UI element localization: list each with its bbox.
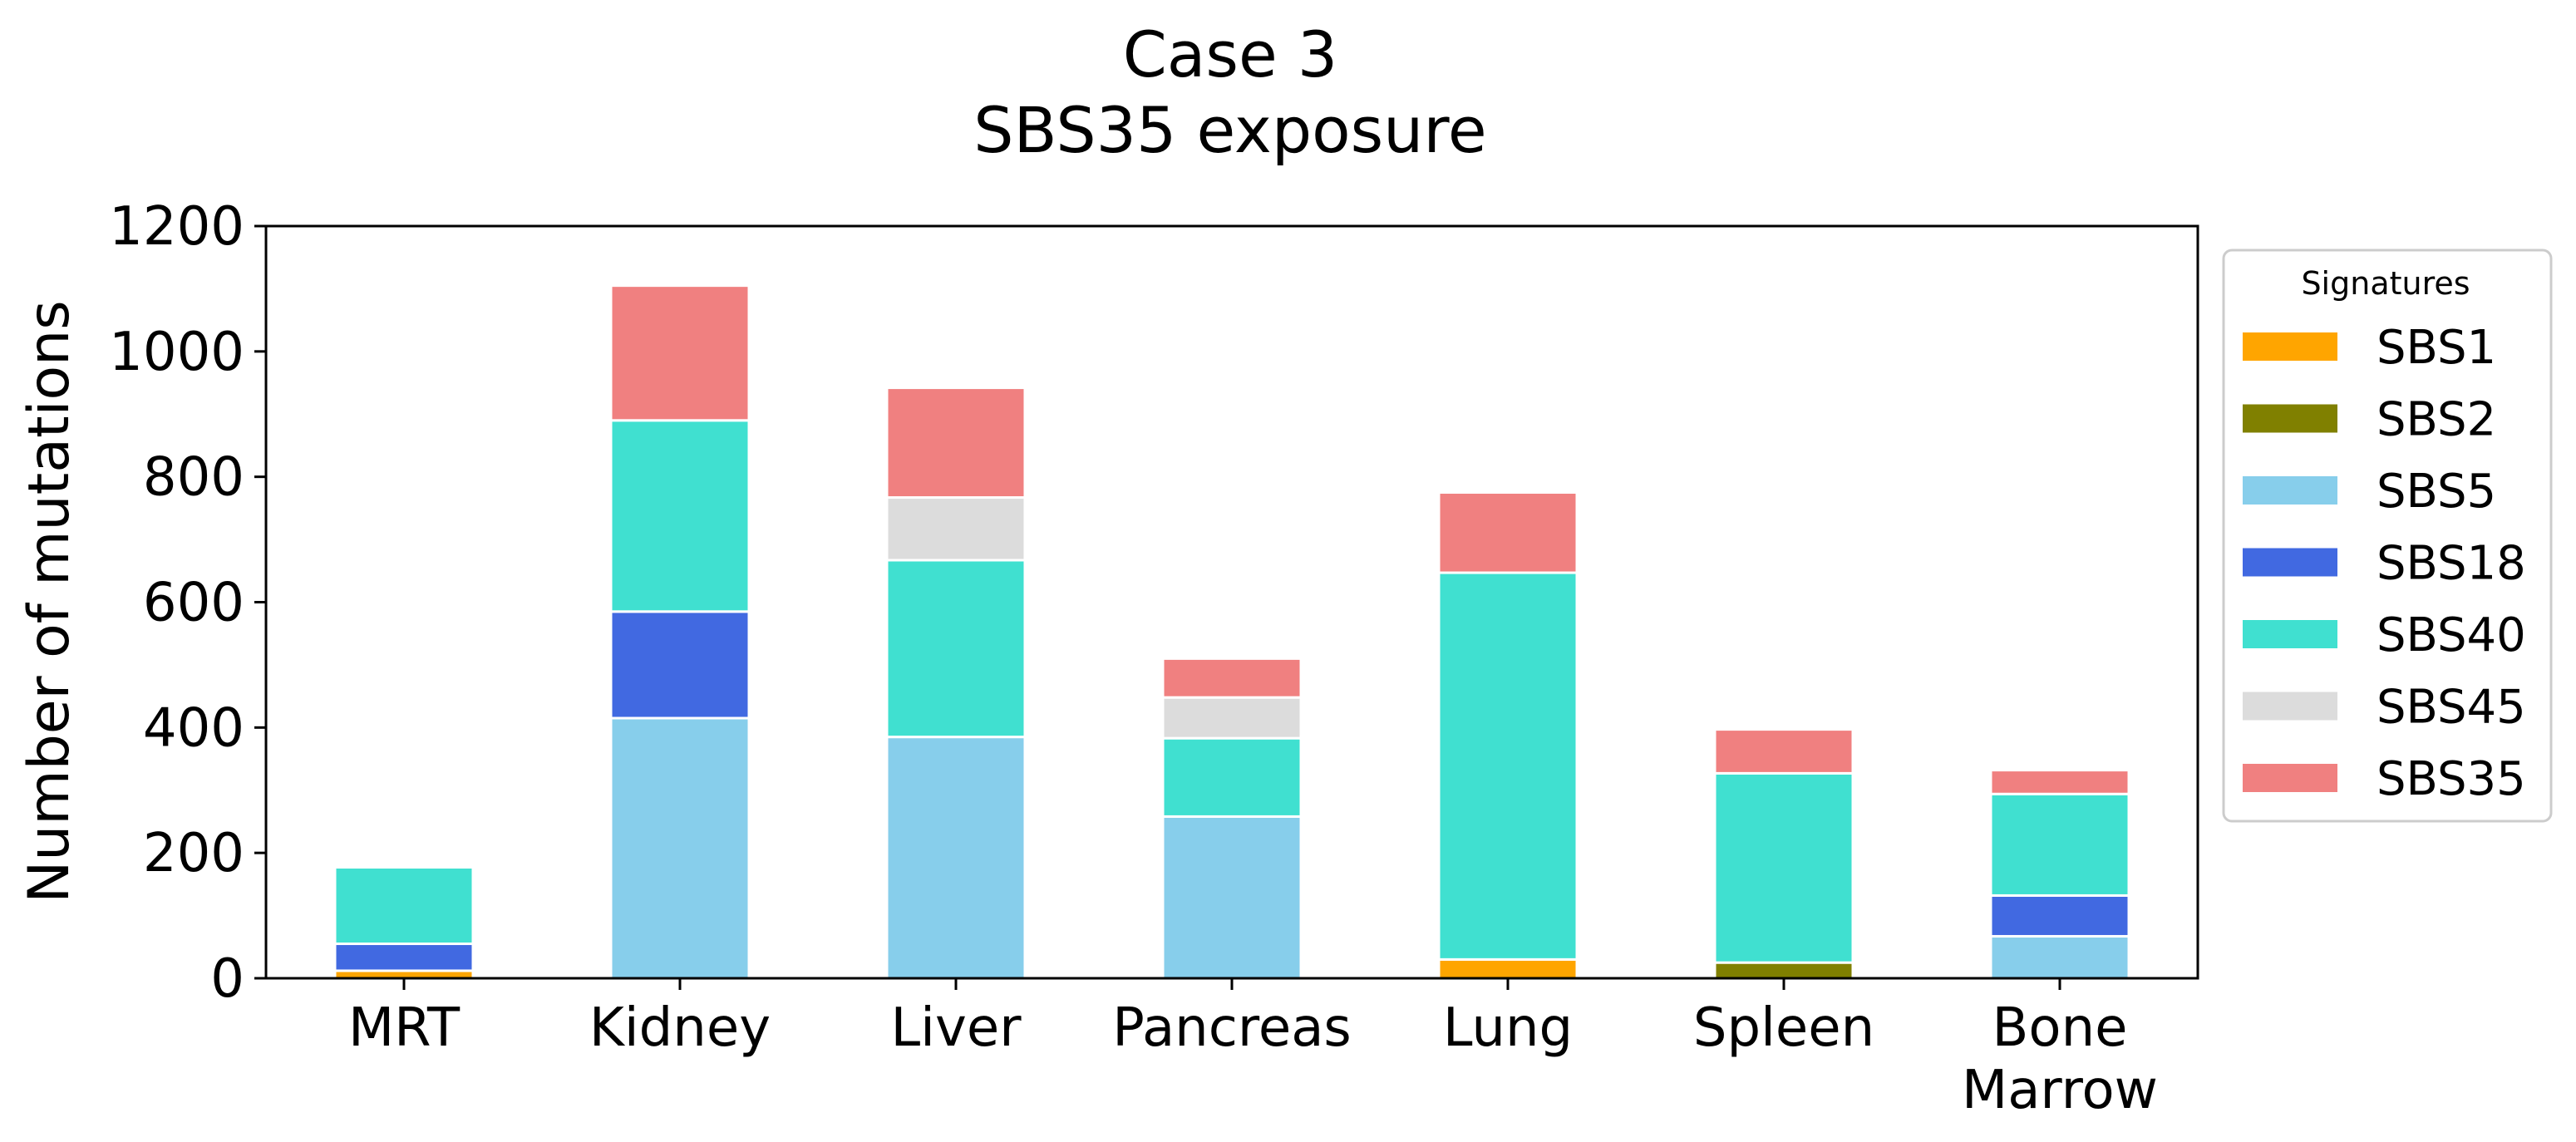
y-tick-label: 1000 [109, 322, 244, 383]
bar-segment-sbs18-kidney [609, 610, 751, 720]
x-tick-label: Spleen [1693, 997, 1874, 1059]
bar-segment-sbs40-lung [1437, 571, 1579, 961]
bar-segment-sbs1-lung [1437, 957, 1579, 980]
bar-segment-sbs45-pancreas [1161, 696, 1303, 740]
legend-swatch-sbs5 [2243, 476, 2337, 505]
bar-segment-sbs35-lung [1437, 491, 1579, 574]
x-tick-label: Liver [891, 997, 1022, 1059]
bar-segment-sbs18-mrt [333, 943, 475, 972]
x-tick-label: Bone [1992, 997, 2128, 1059]
chart-title: Case 3 SBS35 exposure [973, 17, 1486, 167]
x-tick-label: Pancreas [1112, 997, 1352, 1059]
bar-segment-sbs35-liver [885, 386, 1027, 500]
legend-label-sbs18: SBS18 [2377, 537, 2526, 591]
bar-segment-sbs35-pancreas [1161, 657, 1303, 699]
bar-segment-sbs45-liver [885, 496, 1027, 562]
bar-segment-sbs5-kidney [609, 716, 751, 980]
y-tick-label: 600 [143, 573, 244, 634]
legend-items: SBS1 SBS2 SBS5 SBS18 SBS40 SBS45 SBS35 [2243, 321, 2526, 806]
x-tick-label: Lung [1443, 997, 1573, 1059]
bar-segment-sbs40-liver [885, 559, 1027, 739]
y-tick-label: 400 [143, 697, 244, 759]
legend-label-sbs5: SBS5 [2377, 465, 2496, 519]
bar-segment-sbs40-kidney [609, 419, 751, 613]
bar-segment-sbs5-bone-marrow [1989, 934, 2130, 980]
legend: Signatures SBS1SBS2SBS5SBS18SBS40SBS45SB… [2222, 249, 2553, 823]
x-tick-label: Marrow [1962, 1060, 2158, 1121]
bar-segment-sbs18-bone-marrow [1989, 893, 2130, 938]
bars-layer [333, 284, 2130, 980]
legend-swatch-sbs35 [2243, 764, 2337, 792]
chart-title-line-1: Case 3 [1123, 17, 1338, 91]
y-tick-label: 800 [143, 447, 244, 509]
legend-swatch-sbs40 [2243, 620, 2337, 648]
bar-segment-sbs40-mrt [333, 866, 475, 946]
bar-segment-sbs2-spleen [1713, 961, 1854, 980]
bar-segment-sbs35-spleen [1713, 728, 1854, 775]
bar-segment-sbs40-spleen [1713, 771, 1854, 964]
x-tick-label: Kidney [589, 997, 771, 1059]
legend-label-sbs35: SBS35 [2377, 752, 2526, 806]
y-tick-label: 0 [210, 948, 244, 1010]
legend-label-sbs2: SBS2 [2377, 393, 2496, 447]
legend-label-sbs40: SBS40 [2377, 608, 2526, 662]
bar-segment-sbs35-kidney [609, 284, 751, 422]
y-axis-label: Number of mutations [17, 300, 82, 903]
bar-segment-sbs35-bone-marrow [1989, 769, 2130, 795]
bar-segment-sbs40-bone-marrow [1989, 792, 2130, 897]
legend-label-sbs1: SBS1 [2377, 321, 2496, 375]
y-tick-label: 1200 [109, 196, 244, 258]
x-axis-ticks: MRT Kidney Liver Pancreas Lung Spleen BoneMarr… [348, 978, 2158, 1121]
x-tick-label: MRT [348, 997, 461, 1059]
legend-swatch-sbs2 [2243, 404, 2337, 433]
legend-label-sbs45: SBS45 [2377, 681, 2526, 735]
bar-segment-sbs5-liver [885, 736, 1027, 980]
bar-segment-sbs40-pancreas [1161, 736, 1303, 818]
legend-swatch-sbs18 [2243, 548, 2337, 577]
y-tick-label: 200 [143, 823, 244, 884]
legend-frame [2222, 249, 2553, 823]
legend-swatch-sbs1 [2243, 332, 2337, 361]
bar-segment-sbs5-pancreas [1161, 815, 1303, 980]
legend-title: Signatures [2301, 265, 2470, 302]
chart-title-line-2: SBS35 exposure [973, 93, 1486, 167]
y-axis-ticks: 0 200 400 600 800 1000 1200 [109, 196, 266, 1010]
legend-swatch-sbs45 [2243, 692, 2337, 721]
